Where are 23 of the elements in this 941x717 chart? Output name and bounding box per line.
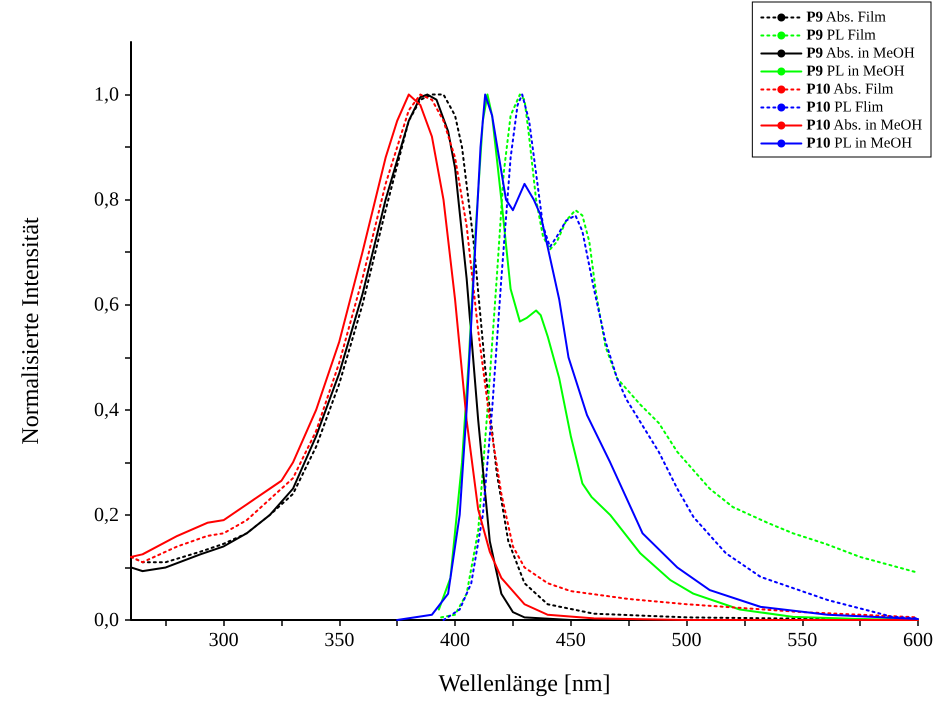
- x-axis-title: Wellenlänge [nm]: [438, 671, 610, 697]
- x-tick-label: 600: [903, 629, 933, 651]
- x-tick-label: 450: [556, 629, 586, 651]
- legend-label: P9 Abs. Film: [806, 10, 886, 26]
- y-tick-label: 0,8: [94, 188, 119, 211]
- legend-label: P9 Abs. in MeOH: [806, 46, 915, 62]
- y-tick-label: 1,0: [94, 84, 119, 106]
- legend-label: P9 PL in MeOH: [806, 64, 905, 80]
- x-tick-label: 550: [787, 629, 818, 651]
- legend-label: P10 Abs. Film: [806, 82, 894, 98]
- y-tick-label: 0,6: [94, 294, 119, 316]
- x-tick-label: 500: [672, 629, 702, 651]
- x-tick-label: 300: [208, 629, 239, 651]
- legend-label: P9 PL Film: [806, 28, 876, 44]
- x-tick-label: 350: [324, 629, 354, 651]
- legend-label: P10 PL Flim: [806, 100, 884, 116]
- y-tick-label: 0,4: [94, 398, 119, 421]
- x-tick-label: 400: [440, 629, 470, 651]
- legend-label: P10 PL in MeOH: [806, 136, 912, 152]
- legend-label: P10 Abs. in MeOH: [806, 118, 922, 134]
- y-axis-title: Normalisierte Intensität: [18, 217, 44, 445]
- y-tick-label: 0,2: [94, 504, 119, 526]
- y-tick-label: 0,0: [94, 609, 119, 631]
